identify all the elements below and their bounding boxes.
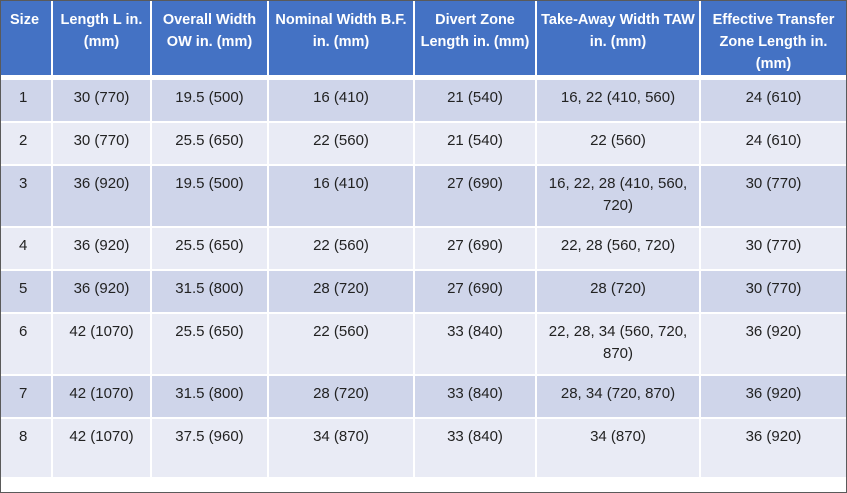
cell-overall-width: 25.5 (650) — [152, 228, 269, 271]
cell-effective-transfer-zone-length: 30 (770) — [701, 166, 846, 228]
cell-overall-width: 37.5 (960) — [152, 419, 269, 477]
header-divert-zone-length: Divert Zone Length in. (mm) — [415, 1, 537, 80]
table-row: 4 36 (920) 25.5 (650) 22 (560) 27 (690) … — [1, 228, 846, 271]
table-row: 8 42 (1070) 37.5 (960) 34 (870) 33 (840)… — [1, 419, 846, 477]
cell-nominal-width: 28 (720) — [269, 271, 415, 314]
cell-size: 6 — [1, 314, 53, 376]
header-size: Size — [1, 1, 53, 80]
cell-take-away-width: 34 (870) — [537, 419, 701, 477]
cell-take-away-width: 22 (560) — [537, 123, 701, 166]
cell-effective-transfer-zone-length: 36 (920) — [701, 376, 846, 419]
cell-length: 42 (1070) — [53, 314, 152, 376]
cell-take-away-width: 28 (720) — [537, 271, 701, 314]
cell-divert-zone-length: 27 (690) — [415, 166, 537, 228]
cell-overall-width: 25.5 (650) — [152, 314, 269, 376]
table-row: 7 42 (1070) 31.5 (800) 28 (720) 33 (840)… — [1, 376, 846, 419]
cell-size: 1 — [1, 80, 53, 123]
cell-take-away-width: 28, 34 (720, 870) — [537, 376, 701, 419]
cell-nominal-width: 16 (410) — [269, 166, 415, 228]
cell-size: 7 — [1, 376, 53, 419]
cell-length: 30 (770) — [53, 123, 152, 166]
cell-overall-width: 31.5 (800) — [152, 271, 269, 314]
cell-take-away-width: 22, 28, 34 (560, 720, 870) — [537, 314, 701, 376]
cell-nominal-width: 34 (870) — [269, 419, 415, 477]
cell-effective-transfer-zone-length: 24 (610) — [701, 123, 846, 166]
header-row: Size Length L in. (mm) Overall Width OW … — [1, 1, 846, 80]
cell-nominal-width: 22 (560) — [269, 314, 415, 376]
cell-overall-width: 31.5 (800) — [152, 376, 269, 419]
header-nominal-width: Nominal Width B.F. in. (mm) — [269, 1, 415, 80]
cell-nominal-width: 22 (560) — [269, 228, 415, 271]
cell-length: 30 (770) — [53, 80, 152, 123]
header-overall-width: Overall Width OW in. (mm) — [152, 1, 269, 80]
cell-divert-zone-length: 33 (840) — [415, 376, 537, 419]
cell-size: 5 — [1, 271, 53, 314]
cell-effective-transfer-zone-length: 30 (770) — [701, 228, 846, 271]
cell-length: 36 (920) — [53, 228, 152, 271]
cell-nominal-width: 28 (720) — [269, 376, 415, 419]
table-row: 2 30 (770) 25.5 (650) 22 (560) 21 (540) … — [1, 123, 846, 166]
cell-effective-transfer-zone-length: 30 (770) — [701, 271, 846, 314]
cell-length: 36 (920) — [53, 271, 152, 314]
cell-overall-width: 19.5 (500) — [152, 166, 269, 228]
cell-nominal-width: 22 (560) — [269, 123, 415, 166]
cell-overall-width: 19.5 (500) — [152, 80, 269, 123]
cell-divert-zone-length: 27 (690) — [415, 228, 537, 271]
cell-divert-zone-length: 21 (540) — [415, 123, 537, 166]
conveyor-size-table: Size Length L in. (mm) Overall Width OW … — [1, 1, 846, 477]
cell-divert-zone-length: 21 (540) — [415, 80, 537, 123]
cell-take-away-width: 22, 28 (560, 720) — [537, 228, 701, 271]
header-length: Length L in. (mm) — [53, 1, 152, 80]
cell-size: 2 — [1, 123, 53, 166]
cell-divert-zone-length: 33 (840) — [415, 419, 537, 477]
cell-overall-width: 25.5 (650) — [152, 123, 269, 166]
cell-take-away-width: 16, 22 (410, 560) — [537, 80, 701, 123]
table-row: 6 42 (1070) 25.5 (650) 22 (560) 33 (840)… — [1, 314, 846, 376]
cell-size: 4 — [1, 228, 53, 271]
table-row: 3 36 (920) 19.5 (500) 16 (410) 27 (690) … — [1, 166, 846, 228]
header-take-away-width: Take-Away Width TAW in. (mm) — [537, 1, 701, 80]
cell-length: 36 (920) — [53, 166, 152, 228]
cell-length: 42 (1070) — [53, 376, 152, 419]
cell-divert-zone-length: 33 (840) — [415, 314, 537, 376]
cell-nominal-width: 16 (410) — [269, 80, 415, 123]
cell-effective-transfer-zone-length: 36 (920) — [701, 419, 846, 477]
cell-effective-transfer-zone-length: 36 (920) — [701, 314, 846, 376]
header-effective-transfer-zone-length: Effective Transfer Zone Length in. (mm) — [701, 1, 846, 80]
cell-effective-transfer-zone-length: 24 (610) — [701, 80, 846, 123]
cell-take-away-width: 16, 22, 28 (410, 560, 720) — [537, 166, 701, 228]
table-row: 5 36 (920) 31.5 (800) 28 (720) 27 (690) … — [1, 271, 846, 314]
cell-divert-zone-length: 27 (690) — [415, 271, 537, 314]
cell-size: 3 — [1, 166, 53, 228]
cell-size: 8 — [1, 419, 53, 477]
cell-length: 42 (1070) — [53, 419, 152, 477]
table-row: 1 30 (770) 19.5 (500) 16 (410) 21 (540) … — [1, 80, 846, 123]
